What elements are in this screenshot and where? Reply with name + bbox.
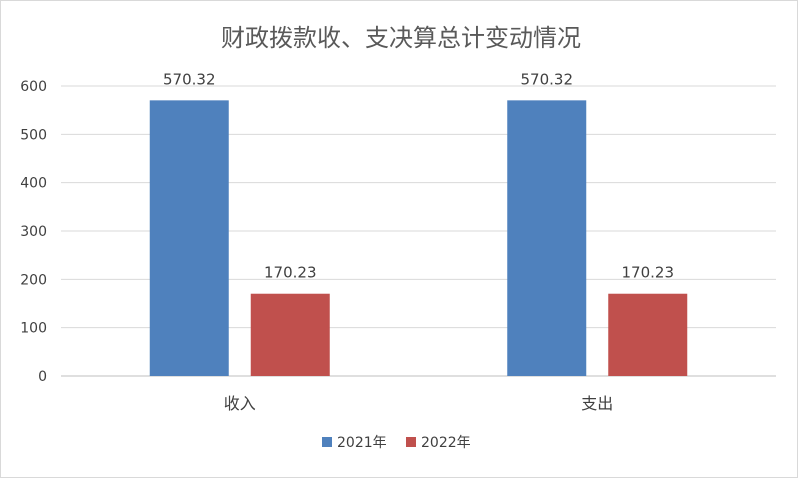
legend-label: 2022年 bbox=[421, 435, 471, 451]
data-label: 170.23 bbox=[622, 264, 675, 282]
y-tick-label: 500 bbox=[20, 127, 47, 143]
data-labels: 570.32 170.23 570.32 170.23 bbox=[163, 70, 674, 281]
bar-2-1 bbox=[250, 293, 330, 376]
data-label: 570.32 bbox=[163, 70, 216, 88]
bars bbox=[149, 100, 688, 376]
legend-swatch bbox=[322, 437, 332, 447]
x-category-label: 收入 bbox=[224, 394, 256, 413]
data-label: 170.23 bbox=[264, 264, 317, 282]
bar-2-2 bbox=[608, 293, 688, 376]
bar-1-2 bbox=[507, 100, 587, 376]
data-label: 570.32 bbox=[521, 70, 574, 88]
x-category-label: 支出 bbox=[581, 394, 613, 413]
legend: 2021年 2022年 bbox=[322, 435, 471, 451]
y-tick-label: 200 bbox=[20, 272, 47, 288]
y-axis-ticks: 0 100 200 300 400 500 600 bbox=[20, 79, 47, 385]
y-tick-label: 0 bbox=[38, 369, 47, 385]
bar-1-1 bbox=[149, 100, 229, 376]
chart-title: 财政拨款收、支决算总计变动情况 bbox=[221, 24, 581, 52]
legend-swatch bbox=[406, 437, 416, 447]
y-tick-label: 300 bbox=[20, 224, 47, 240]
y-tick-label: 100 bbox=[20, 321, 47, 337]
legend-label: 2021年 bbox=[337, 435, 387, 451]
y-tick-label: 400 bbox=[20, 176, 47, 192]
y-tick-label: 600 bbox=[20, 79, 47, 95]
x-axis-categories: 收入 支出 bbox=[224, 394, 614, 413]
